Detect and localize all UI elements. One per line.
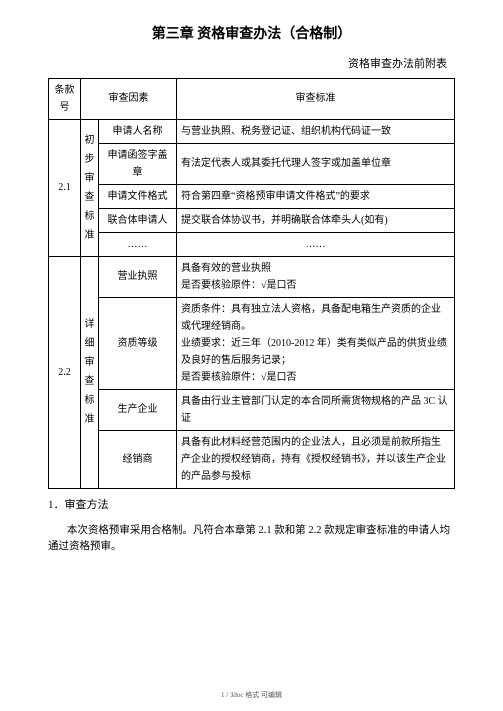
header-num: 条款号 [49,78,81,119]
table-row: 2.2 详细审查标准 营业执照 具备有效的营业执照是否要核验原件：√是口否 [49,256,455,297]
cell-num-22: 2.2 [49,256,81,488]
cell-std: 资质条件：具有独立法人资格，具备配电箱生产资质的企业或代理经销商。业绩要求：近三… [177,297,455,389]
table-row: 2.1 初步审查标准 申请人名称 与营业执照、税务登记证、组织机构代码证一致 [49,119,455,143]
cell-factor-21: 初步审查标准 [81,119,99,256]
table-row: 经销商 具备有此材料经营范围内的企业法人，且必须是前款所指生产企业的授权经销商，… [49,430,455,488]
paragraph-heading: 1．审查方法 [48,497,455,515]
table-header-row: 条款号 审查因素 审查标准 [49,78,455,119]
cell-item: 营业执照 [99,256,177,297]
cell-std: 具备由行业主管部门认定的本合同所需货物规格的产品 3C 认证 [177,389,455,430]
cell-std: 具备有此材料经营范围内的企业法人，且必须是前款所指生产企业的授权经销商，持有《授… [177,430,455,488]
cell-std: …… [177,232,455,256]
cell-std: 提交联合体协议书，并明确联合体牵头人(如有) [177,208,455,232]
cell-item: 经销商 [99,430,177,488]
cell-std: 具备有效的营业执照是否要核验原件：√是口否 [177,256,455,297]
cell-item: 申请人名称 [99,119,177,143]
paragraph-body: 本次资格预审采用合格制。凡符合本章第 2.1 款和第 2.2 款规定审查标准的申… [48,523,455,557]
cell-item: 申请函签字盖章 [99,143,177,184]
cell-std: 有法定代表人或其委托代理人签字或加盖单位章 [177,143,455,184]
cell-item: …… [99,232,177,256]
cell-item: 申请文件格式 [99,184,177,208]
table-row: 生产企业 具备由行业主管部门认定的本合同所需货物规格的产品 3C 认证 [49,389,455,430]
table-row: 申请文件格式 符合第四章“资格预审申请文件格式”的要求 [49,184,455,208]
page-footer: 1 / 3doc 格式 可编辑 [0,690,503,701]
cell-std: 符合第四章“资格预审申请文件格式”的要求 [177,184,455,208]
subtitle: 资格审查办法前附表 [48,56,447,74]
header-factor: 审查因素 [81,78,177,119]
cell-num-21: 2.1 [49,119,81,256]
qualification-table: 条款号 审查因素 审查标准 2.1 初步审查标准 申请人名称 与营业执照、税务登… [48,78,455,489]
cell-item: 联合体申请人 [99,208,177,232]
cell-item: 生产企业 [99,389,177,430]
header-std: 审查标准 [177,78,455,119]
chapter-title: 第三章 资格审查办法（合格制） [48,24,455,46]
cell-std: 与营业执照、税务登记证、组织机构代码证一致 [177,119,455,143]
table-row: 联合体申请人 提交联合体协议书，并明确联合体牵头人(如有) [49,208,455,232]
cell-item: 资质等级 [99,297,177,389]
table-row: 资质等级 资质条件：具有独立法人资格，具备配电箱生产资质的企业或代理经销商。业绩… [49,297,455,389]
table-row: 申请函签字盖章 有法定代表人或其委托代理人签字或加盖单位章 [49,143,455,184]
table-row: …… …… [49,232,455,256]
cell-factor-22: 详细审查标准 [81,256,99,488]
